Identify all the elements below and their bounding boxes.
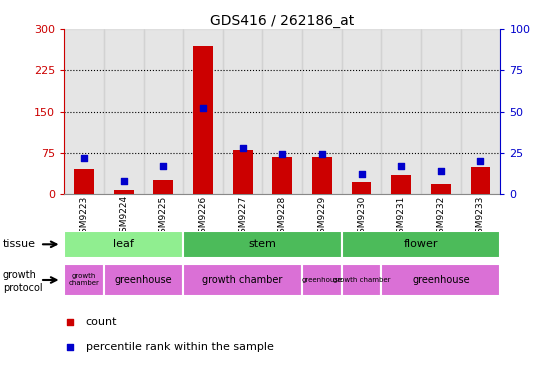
Text: greenhouse: greenhouse [301, 277, 343, 283]
Text: count: count [86, 317, 117, 327]
Point [159, 163, 168, 169]
Point [357, 171, 366, 177]
Bar [312, 157, 332, 194]
Bar [381, 29, 421, 194]
Bar [352, 182, 372, 194]
Bar [302, 264, 342, 296]
Text: growth
chamber: growth chamber [69, 273, 100, 287]
Bar [461, 29, 500, 194]
Bar [272, 157, 292, 194]
Bar [64, 264, 104, 296]
Text: protocol: protocol [3, 283, 42, 293]
Point [119, 178, 128, 184]
Bar [431, 184, 451, 194]
Text: greenhouse: greenhouse [412, 275, 470, 285]
Bar [114, 190, 134, 194]
Bar [64, 231, 183, 258]
Point [278, 152, 287, 157]
Bar [302, 29, 342, 194]
Bar [104, 264, 183, 296]
Bar [342, 231, 500, 258]
Bar [104, 29, 144, 194]
Text: growth chamber: growth chamber [333, 277, 390, 283]
Bar [421, 29, 461, 194]
Text: tissue: tissue [3, 239, 36, 249]
Point [66, 319, 75, 325]
Bar [183, 29, 223, 194]
Bar [183, 264, 302, 296]
Point [66, 344, 75, 350]
Point [198, 105, 207, 111]
Bar [391, 175, 411, 194]
Text: leaf: leaf [113, 239, 134, 249]
Point [437, 168, 446, 174]
Bar [183, 231, 342, 258]
Point [79, 155, 88, 161]
Bar [144, 29, 183, 194]
Bar [381, 264, 500, 296]
Point [238, 145, 247, 151]
Bar [74, 169, 94, 194]
Text: stem: stem [249, 239, 276, 249]
Bar [64, 29, 104, 194]
Bar [342, 264, 381, 296]
Text: percentile rank within the sample: percentile rank within the sample [86, 343, 273, 352]
Bar [223, 29, 263, 194]
Bar [471, 167, 490, 194]
Bar [263, 29, 302, 194]
Text: growth: growth [3, 270, 37, 280]
Point [476, 158, 485, 164]
Bar [233, 150, 253, 194]
Text: flower: flower [404, 239, 438, 249]
Bar [342, 29, 381, 194]
Title: GDS416 / 262186_at: GDS416 / 262186_at [210, 14, 354, 28]
Text: growth chamber: growth chamber [202, 275, 283, 285]
Point [318, 152, 326, 157]
Point [397, 163, 406, 169]
Bar [193, 46, 213, 194]
Bar [154, 180, 173, 194]
Text: greenhouse: greenhouse [115, 275, 172, 285]
